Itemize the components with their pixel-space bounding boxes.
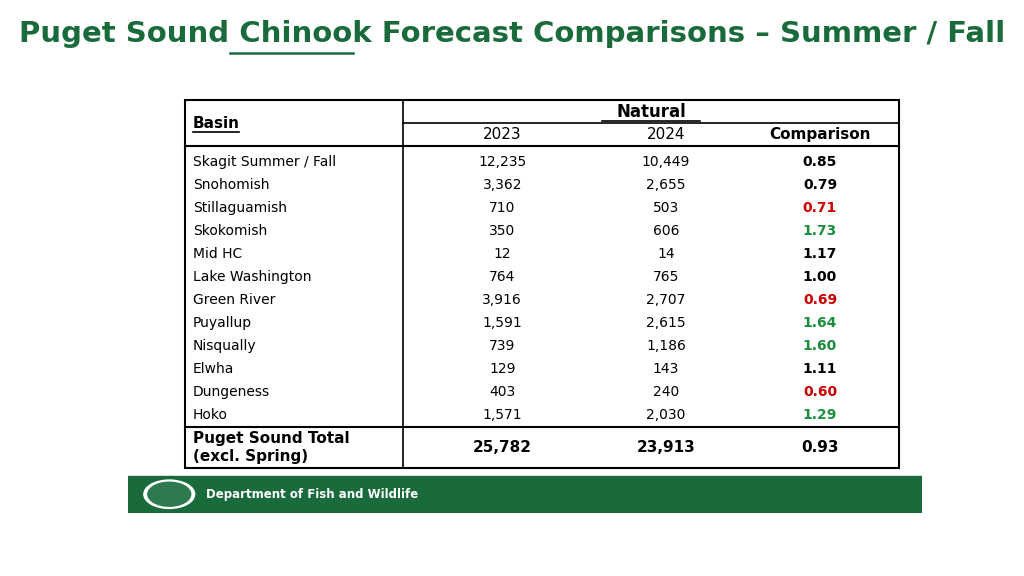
Text: 2024: 2024 [647, 127, 685, 142]
Text: 350: 350 [489, 224, 515, 238]
Text: 25,782: 25,782 [473, 440, 531, 455]
Text: 1.29: 1.29 [803, 408, 838, 422]
Text: 0.93: 0.93 [801, 440, 839, 455]
Text: 0.60: 0.60 [803, 385, 837, 399]
Text: 0.79: 0.79 [803, 178, 837, 192]
Text: Hoko: Hoko [194, 408, 228, 422]
Text: 1.00: 1.00 [803, 270, 837, 284]
Text: 2,615: 2,615 [646, 316, 686, 330]
Circle shape [147, 482, 190, 506]
Text: 12,235: 12,235 [478, 155, 526, 169]
Text: 0.69: 0.69 [803, 293, 837, 307]
Text: Stillaguamish: Stillaguamish [194, 201, 287, 215]
Text: 606: 606 [653, 224, 679, 238]
Text: Skokomish: Skokomish [194, 224, 267, 238]
Text: 1,591: 1,591 [482, 316, 522, 330]
Text: 0.71: 0.71 [803, 201, 837, 215]
Text: 10,449: 10,449 [642, 155, 690, 169]
Text: 403: 403 [489, 385, 515, 399]
Bar [128, 476, 922, 513]
Text: Comparison: Comparison [769, 127, 870, 142]
Text: 710: 710 [489, 201, 515, 215]
Text: 2,030: 2,030 [646, 408, 686, 422]
Text: 1.17: 1.17 [803, 247, 838, 261]
Text: Green River: Green River [194, 293, 275, 307]
Text: Natural: Natural [616, 103, 686, 121]
Text: 764: 764 [489, 270, 515, 284]
Text: Basin: Basin [194, 116, 240, 131]
Text: 503: 503 [653, 201, 679, 215]
Text: 765: 765 [653, 270, 679, 284]
Text: Lake Washington: Lake Washington [194, 270, 311, 284]
Text: 12: 12 [494, 247, 511, 261]
Text: 1,571: 1,571 [482, 408, 522, 422]
Text: 23,913: 23,913 [637, 440, 695, 455]
Circle shape [143, 480, 195, 509]
Text: Skagit Summer / Fall: Skagit Summer / Fall [194, 155, 336, 169]
Text: 1.73: 1.73 [803, 224, 837, 238]
Text: Puget Sound Chinook Forecast Comparisons – Summer / Fall: Puget Sound Chinook Forecast Comparisons… [18, 20, 1006, 48]
Text: Nisqually: Nisqually [194, 339, 257, 353]
Text: 14: 14 [657, 247, 675, 261]
Text: 1.64: 1.64 [803, 316, 838, 330]
Text: Puget Sound Total
(excl. Spring): Puget Sound Total (excl. Spring) [194, 431, 350, 464]
Text: 3,362: 3,362 [482, 178, 522, 192]
Text: 240: 240 [653, 385, 679, 399]
Text: Dungeness: Dungeness [194, 385, 270, 399]
Bar [185, 100, 899, 468]
Text: 129: 129 [489, 362, 515, 376]
Text: 1.11: 1.11 [803, 362, 838, 376]
Text: 143: 143 [653, 362, 679, 376]
Text: 3,916: 3,916 [482, 293, 522, 307]
Text: 739: 739 [489, 339, 515, 353]
Text: Elwha: Elwha [194, 362, 234, 376]
Text: 1,186: 1,186 [646, 339, 686, 353]
Text: Snohomish: Snohomish [194, 178, 269, 192]
Text: 0.85: 0.85 [803, 155, 838, 169]
Text: 2023: 2023 [483, 127, 521, 142]
Text: Department of Fish and Wildlife: Department of Fish and Wildlife [206, 488, 418, 501]
Text: Mid HC: Mid HC [194, 247, 243, 261]
Text: 2,655: 2,655 [646, 178, 686, 192]
Text: 1.60: 1.60 [803, 339, 837, 353]
Text: Puyallup: Puyallup [194, 316, 252, 330]
Text: 2,707: 2,707 [646, 293, 686, 307]
